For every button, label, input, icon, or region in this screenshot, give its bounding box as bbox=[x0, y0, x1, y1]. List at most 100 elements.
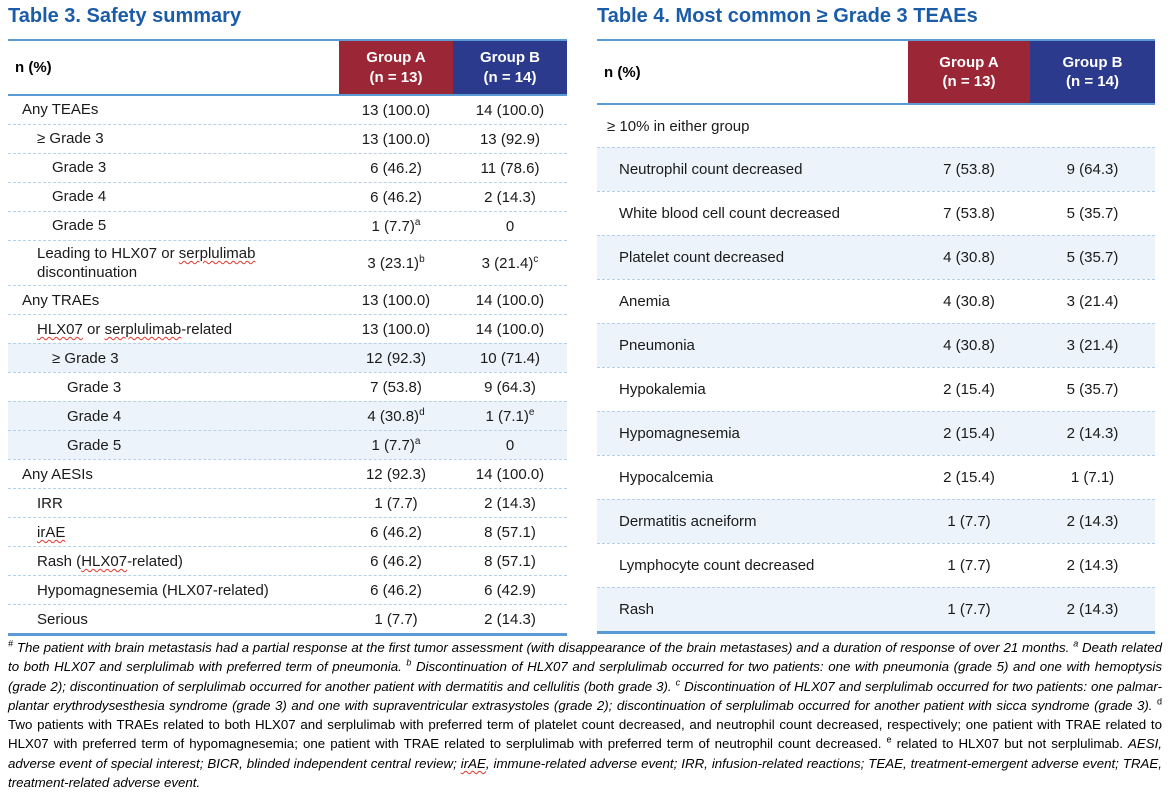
group-b-value: 0 bbox=[505, 217, 515, 235]
table-row: Platelet count decreased 4 (30.8) 5 (35.7) bbox=[597, 235, 1155, 279]
row-label: Rash (HLX07-related) bbox=[37, 552, 183, 570]
table4-group-a-header: Group A (n = 13) bbox=[908, 41, 1030, 103]
footnote-marker: # bbox=[8, 638, 14, 649]
table-row: Neutrophil count decreased 7 (53.8) 9 (64.… bbox=[597, 147, 1155, 191]
group-b-value: 2 (14.3) bbox=[1066, 425, 1119, 442]
group-b-value: 10 (71.4) bbox=[479, 349, 541, 367]
table-row: Any TEAEs 13 (100.0) 14 (100.0) bbox=[8, 96, 567, 124]
group-a-value: 1 (7.7)a bbox=[371, 216, 421, 235]
footnote-text: Two patients with TRAEs related to both … bbox=[8, 717, 1162, 752]
footnote-marker: c bbox=[675, 677, 681, 688]
footnote-marker: e bbox=[528, 406, 535, 418]
row-label: Leading to HLX07 or serplulimab disconti… bbox=[37, 245, 256, 282]
table-row: Grade 5 1 (7.7)a 0 bbox=[8, 211, 567, 240]
misspelled-word: irAE bbox=[37, 523, 66, 541]
row-label: Grade 3 bbox=[52, 159, 107, 177]
table4-group-b-header: Group B (n = 14) bbox=[1030, 41, 1155, 103]
footnote-text: AESI, adverse event of special interest;… bbox=[8, 736, 1162, 771]
table4-col-header-n-pct: n (%) bbox=[604, 63, 641, 81]
group-a-value: 6 (46.2) bbox=[370, 523, 422, 541]
group-b-value: 2 (14.3) bbox=[484, 494, 536, 512]
group-b-value: 14 (100.0) bbox=[475, 465, 545, 483]
table-row: Rash (HLX07-related) 6 (46.2) 8 (57.1) bbox=[8, 546, 567, 575]
table-row: ≥ Grade 3 13 (100.0) 13 (92.9) bbox=[8, 124, 567, 153]
group-b-value: 11 (78.6) bbox=[480, 159, 540, 177]
footnote-marker: a bbox=[414, 216, 421, 228]
footnote-marker: a bbox=[1073, 638, 1079, 649]
group-a-value: 2 (15.4) bbox=[943, 425, 995, 442]
group-b-value: 6 (42.9) bbox=[484, 581, 536, 599]
table4-body: Neutrophil count decreased 7 (53.8) 9 (64.… bbox=[597, 147, 1155, 631]
group-b-value: 9 (64.3) bbox=[484, 378, 536, 396]
group-a-value: 4 (30.8) bbox=[943, 293, 995, 310]
table-row: Hypomagnesemia (HLX07-related) 6 (46.2) 6 … bbox=[8, 575, 567, 604]
footnote-marker: b bbox=[419, 253, 425, 265]
table-row: Leading to HLX07 or serplulimab disconti… bbox=[8, 240, 567, 285]
group-b-value: 5 (35.7) bbox=[1066, 205, 1119, 222]
group-a-value: 13 (100.0) bbox=[361, 320, 431, 338]
group-b-value: 3 (21.4)c bbox=[481, 253, 539, 272]
table4-grade3-teaes: Table 4. Most common ≥ Grade 3 TEAEs n (… bbox=[597, 5, 1155, 634]
group-b-value: 14 (100.0) bbox=[475, 320, 545, 338]
row-label: Hypokalemia bbox=[619, 380, 706, 398]
table-row: Grade 5 1 (7.7)a 0 bbox=[8, 430, 567, 460]
group-b-value: 3 (21.4) bbox=[1066, 337, 1119, 354]
row-label: White blood cell count decreased bbox=[619, 204, 840, 222]
group-a-value: 12 (92.3) bbox=[365, 465, 427, 483]
footnote-marker: c bbox=[533, 253, 539, 265]
group-b-value: 14 (100.0) bbox=[475, 291, 545, 309]
row-label: ≥ Grade 3 bbox=[52, 349, 119, 367]
table-row: Grade 4 6 (46.2) 2 (14.3) bbox=[8, 182, 567, 211]
table3-header-row: n (%) Group A (n = 13) Group B (n = 14) bbox=[8, 41, 567, 96]
table3: n (%) Group A (n = 13) Group B (n = 14) … bbox=[8, 39, 567, 637]
table-row: HLX07 or serplulimab-related 13 (100.0) 14… bbox=[8, 314, 567, 343]
row-label: Grade 5 bbox=[67, 436, 122, 454]
group-a-value: 13 (100.0) bbox=[361, 101, 431, 119]
group-a-name: Group A bbox=[366, 49, 426, 66]
group-a-n: (n = 13) bbox=[369, 68, 423, 86]
row-label: Rash bbox=[619, 600, 655, 618]
group-a-value: 1 (7.7) bbox=[947, 513, 991, 530]
table-row: Hypocalcemia 2 (15.4) 1 (7.1) bbox=[597, 455, 1155, 499]
group-b-value: 1 (7.1) bbox=[1070, 469, 1115, 486]
row-label: Pneumonia bbox=[619, 336, 695, 354]
group-a-value: 1 (7.7) bbox=[947, 601, 991, 618]
group-a-value: 12 (92.3) bbox=[365, 349, 427, 367]
misspelled-word: HLX07 bbox=[37, 320, 83, 338]
table-row: Lymphocyte count decreased 1 (7.7) 2 (14.3… bbox=[597, 543, 1155, 587]
group-b-value: 2 (14.3) bbox=[484, 188, 536, 206]
row-label: Serious bbox=[37, 610, 88, 628]
row-label: ≥ Grade 3 bbox=[37, 130, 104, 148]
row-label: Any TEAEs bbox=[22, 101, 99, 119]
row-label: Any TRAEs bbox=[22, 291, 100, 309]
table-row: Anemia 4 (30.8) 3 (21.4) bbox=[597, 279, 1155, 323]
group-a-value: 13 (100.0) bbox=[361, 291, 431, 309]
group-b-value: 14 (100.0) bbox=[475, 101, 545, 119]
table-row: Dermatitis acneiform 1 (7.7) 2 (14.3) bbox=[597, 499, 1155, 543]
group-b-value: 1 (7.1)e bbox=[485, 406, 535, 425]
group-a-value: 7 (53.8) bbox=[943, 161, 995, 178]
group-a-value: 4 (30.8)d bbox=[367, 406, 425, 425]
row-label: Dermatitis acneiform bbox=[619, 512, 757, 530]
footnote-text: Death related to both HLX07 and serpluli… bbox=[8, 640, 1162, 675]
group-b-value: 9 (64.3) bbox=[1066, 161, 1119, 178]
table3-col-header-n-pct: n (%) bbox=[15, 59, 52, 76]
group-b-value: 2 (14.3) bbox=[1066, 601, 1119, 618]
table3-safety-summary: Table 3. Safety summary n (%) Group A (n… bbox=[8, 5, 567, 637]
footnote-marker: d bbox=[419, 406, 425, 418]
table-row: Hypomagnesemia 2 (15.4) 2 (14.3) bbox=[597, 411, 1155, 455]
row-label: Platelet count decreased bbox=[619, 248, 785, 266]
footnote-marker: d bbox=[1156, 696, 1162, 707]
table-row: ≥ Grade 3 12 (92.3) 10 (71.4) bbox=[8, 343, 567, 373]
row-label: Lymphocyte count decreased bbox=[619, 556, 815, 574]
misspelled-word: serplulimab bbox=[178, 245, 256, 262]
footnote-text: related to HLX07 but not serplulimab. bbox=[891, 736, 1128, 752]
group-b-value: 13 (92.9) bbox=[479, 130, 541, 148]
group-a-value: 1 (7.7)a bbox=[371, 435, 421, 454]
row-label: Grade 3 bbox=[67, 378, 122, 396]
group-b-value: 8 (57.1) bbox=[484, 552, 536, 570]
group-a-value: 3 (23.1)b bbox=[367, 253, 425, 272]
row-label: Hypocalcemia bbox=[619, 468, 714, 486]
group-b-value: 2 (14.3) bbox=[1066, 513, 1119, 530]
footnote-text: irAE bbox=[460, 755, 486, 771]
